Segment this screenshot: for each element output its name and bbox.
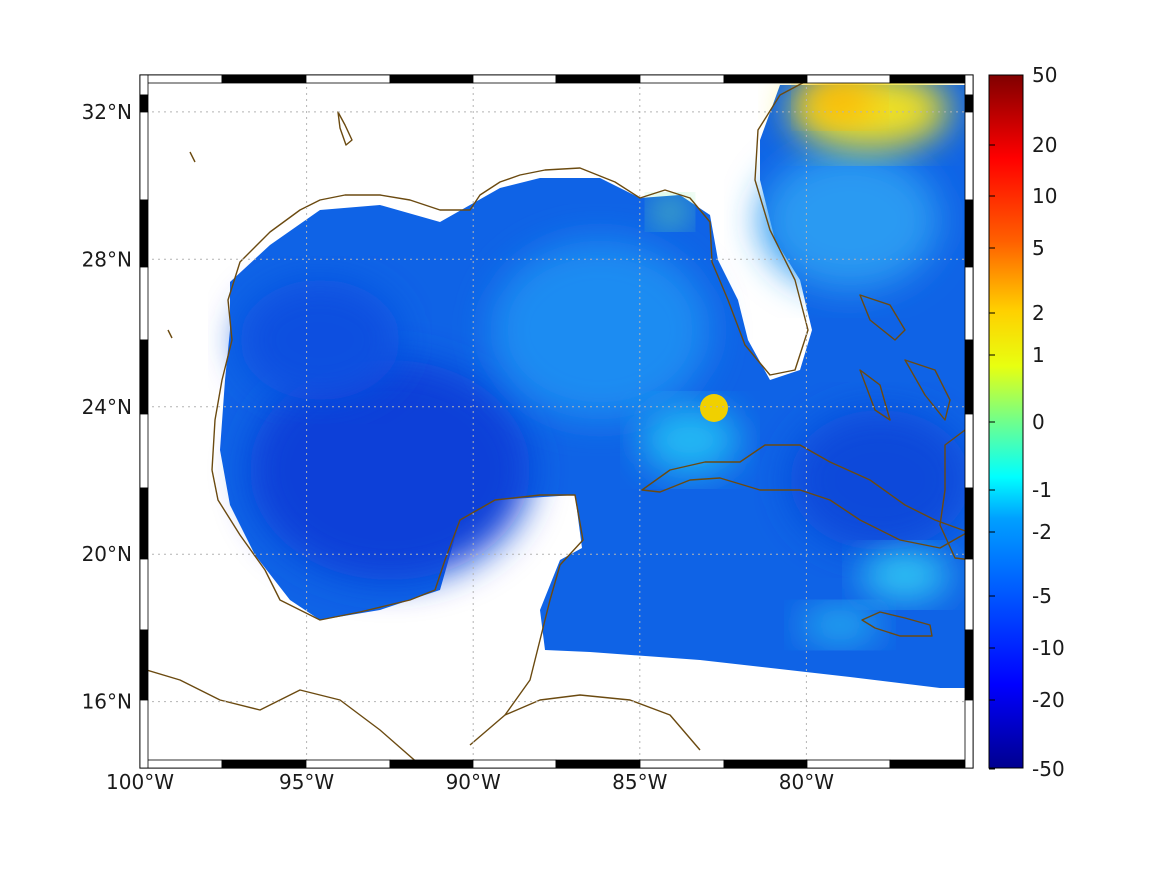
y-tick-label: 32°N xyxy=(82,100,132,124)
colorbar-label: -2 xyxy=(1032,520,1052,544)
light-blue-patch xyxy=(800,607,880,643)
frame-segment xyxy=(555,759,641,769)
frame-segment xyxy=(806,74,891,84)
frame-segment xyxy=(139,759,223,769)
light-blue-patch xyxy=(490,240,710,420)
frame-segment xyxy=(723,759,808,769)
frame-segment xyxy=(221,74,307,84)
deep-blue-patch xyxy=(250,360,530,580)
colorbar-label: 2 xyxy=(1032,301,1045,325)
bahamas-coast xyxy=(859,294,951,421)
y-tick-label: 24°N xyxy=(82,395,132,419)
frame-segment xyxy=(964,699,974,769)
frame-segment xyxy=(964,558,974,631)
colorbar-label: -20 xyxy=(1032,688,1065,712)
frame-segment xyxy=(889,74,974,84)
colorbar-label: 10 xyxy=(1032,184,1057,208)
frame-segment xyxy=(964,629,974,701)
us-gulf-coast xyxy=(211,77,813,471)
colorbar-label: -50 xyxy=(1032,757,1065,781)
gridlines xyxy=(140,75,973,768)
frame-segment xyxy=(964,94,974,113)
frame-segment xyxy=(139,413,149,489)
frame-segment xyxy=(555,74,641,84)
frame-segment xyxy=(139,74,223,84)
colorbar-label: 20 xyxy=(1032,133,1057,157)
warm-patch xyxy=(652,198,688,226)
x-tick-label: 100°W xyxy=(106,770,174,794)
frame-segment xyxy=(139,199,149,268)
data-field xyxy=(220,75,970,688)
frame-segment xyxy=(389,759,474,769)
frame-segment xyxy=(139,629,149,701)
light-blue-patch xyxy=(860,550,950,600)
warm-patch xyxy=(805,78,875,122)
colorbar-label: 5 xyxy=(1032,236,1045,260)
colorbar-label: -1 xyxy=(1032,478,1052,502)
frame-segment xyxy=(964,111,974,201)
frame-segment xyxy=(472,759,557,769)
x-tick-label: 85°W xyxy=(612,770,667,794)
frame-segment xyxy=(221,759,307,769)
colorbar-label: 1 xyxy=(1032,343,1045,367)
frame-segment xyxy=(639,759,725,769)
frame-segment xyxy=(139,339,149,415)
frame-segment xyxy=(964,487,974,560)
x-tick-label: 90°W xyxy=(446,770,501,794)
colorbar-label: 50 xyxy=(1032,63,1057,87)
colorbar-label: 0 xyxy=(1032,410,1045,434)
jamaica-coast xyxy=(861,611,933,637)
colorbar-label: -5 xyxy=(1032,584,1052,608)
frame-segment xyxy=(139,558,149,631)
frame-segment xyxy=(139,74,149,96)
x-tick-label: 80°W xyxy=(779,770,834,794)
frame-segment xyxy=(139,699,149,769)
coastlines xyxy=(140,77,973,766)
deep-blue-patch xyxy=(790,410,970,550)
frame-checker xyxy=(139,74,974,769)
x-axis-ticks: 100°W 95°W 90°W 85°W 80°W xyxy=(106,770,834,794)
light-blue-patch xyxy=(760,150,940,290)
warm-patch xyxy=(700,394,728,422)
y-tick-label: 16°N xyxy=(82,690,132,714)
frame-segment xyxy=(964,266,974,341)
frame-segment xyxy=(964,339,974,415)
island-coast xyxy=(167,111,353,339)
x-tick-label: 95°W xyxy=(279,770,334,794)
frame-segment xyxy=(723,74,808,84)
frame-segment xyxy=(389,74,474,84)
frame-segment xyxy=(639,74,725,84)
y-tick-label: 20°N xyxy=(82,542,132,566)
frame-segment xyxy=(139,111,149,201)
y-axis-ticks: 32°N 28°N 24°N 20°N 16°N xyxy=(82,100,132,714)
deep-blue-patch xyxy=(240,280,400,400)
frame-segment xyxy=(964,199,974,268)
light-blue-patch xyxy=(640,405,740,475)
colorbar-label: -10 xyxy=(1032,636,1065,660)
frame-segment xyxy=(139,487,149,560)
central-america-coast xyxy=(140,667,701,766)
frame-segment xyxy=(806,759,891,769)
frame-segment xyxy=(889,759,974,769)
frame-segment xyxy=(139,266,149,341)
frame-segment xyxy=(964,74,974,96)
frame-segment xyxy=(964,413,974,489)
frame-segment xyxy=(472,74,557,84)
frame-segment xyxy=(305,759,391,769)
frame-segment xyxy=(139,94,149,113)
y-tick-label: 28°N xyxy=(82,247,132,271)
frame-segment xyxy=(305,74,391,84)
mexico-coast xyxy=(211,469,584,746)
